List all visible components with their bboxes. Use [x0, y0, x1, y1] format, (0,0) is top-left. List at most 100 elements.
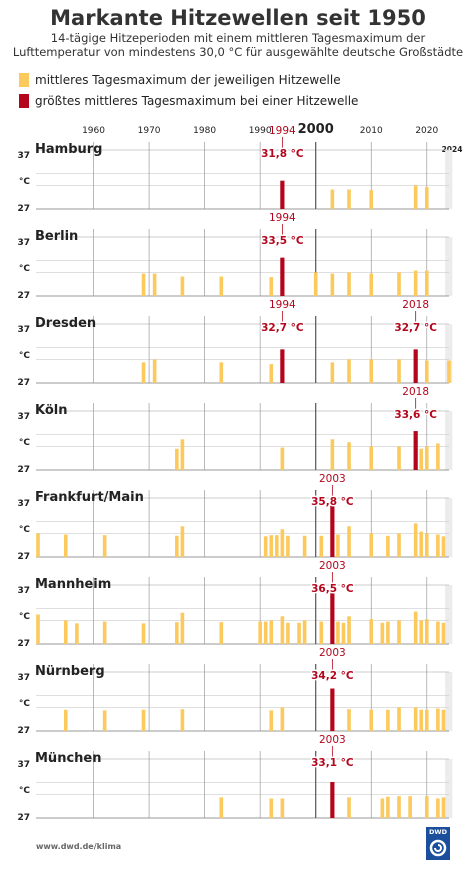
bar — [347, 359, 351, 383]
y-unit-label: °C — [19, 786, 31, 796]
bar — [386, 796, 390, 818]
chart-subtitle-line2: Lufttemperatur von mindestens 30,0 °C fü… — [12, 45, 464, 59]
y-top-label: 37 — [17, 151, 30, 161]
bar — [180, 276, 185, 296]
city-panel-6 — [36, 659, 453, 732]
bar — [413, 707, 418, 731]
y-bottom-label: 27 — [17, 378, 30, 388]
bar — [441, 622, 446, 644]
bar — [341, 622, 346, 644]
bar — [397, 272, 401, 296]
bar — [424, 709, 429, 731]
bar — [424, 270, 429, 296]
bar — [413, 185, 418, 209]
legend-label-mean: mittleres Tagesmaximum der jeweiligen Hi… — [35, 73, 341, 87]
y-bottom-label: 27 — [17, 726, 30, 736]
bar — [102, 535, 107, 557]
bar — [141, 709, 146, 731]
bar — [63, 534, 68, 557]
bar — [141, 273, 146, 296]
city-name: Frankfurt/Main — [35, 490, 144, 505]
city-panel-3 — [36, 398, 453, 471]
max-bar — [280, 257, 285, 296]
bar — [386, 535, 390, 557]
source-link[interactable]: www.dwd.de/klima — [36, 842, 122, 851]
bar — [436, 708, 440, 731]
bar — [424, 619, 429, 644]
year-2024-stripe — [445, 324, 453, 383]
bar — [347, 616, 351, 644]
bar — [219, 622, 224, 644]
bar — [280, 707, 285, 731]
bar — [369, 533, 374, 557]
bar — [180, 439, 185, 470]
x-tick-label: 2000 — [298, 122, 334, 137]
bar — [369, 190, 374, 209]
bar — [63, 709, 68, 731]
city-panel-2 — [36, 311, 453, 384]
bar — [275, 535, 279, 557]
bar — [408, 796, 412, 818]
chart-subtitle-line1: 14-tägige Hitzeperioden mit einem mittle… — [50, 31, 426, 45]
y-bottom-label: 27 — [17, 552, 30, 562]
bar — [219, 362, 224, 383]
bar — [269, 798, 274, 818]
y-bottom-label: 27 — [17, 204, 30, 214]
bar — [397, 707, 401, 731]
bar — [330, 439, 335, 470]
x-end-label: 2024 — [442, 145, 463, 154]
bar — [397, 359, 401, 383]
y-bottom-label: 27 — [17, 813, 30, 823]
bar — [269, 277, 274, 296]
chart-title: Markante Hitzewellen seit 1950 — [50, 6, 426, 30]
bar — [369, 273, 374, 296]
x-tick-label: 2020 — [415, 126, 438, 136]
bar — [424, 446, 429, 470]
bar — [369, 359, 374, 383]
y-bottom-label: 27 — [17, 291, 30, 301]
y-top-label: 37 — [17, 760, 30, 770]
bar — [413, 270, 418, 296]
y-top-label: 37 — [17, 586, 30, 596]
bar — [436, 443, 440, 470]
bar — [369, 619, 374, 644]
bar — [347, 526, 351, 557]
year-2024-stripe — [445, 411, 453, 470]
max-bar — [413, 431, 418, 470]
year-2024-stripe — [445, 672, 453, 731]
bar — [219, 276, 224, 296]
highlight-value: 32,7 °C — [261, 322, 304, 334]
bar — [386, 709, 390, 731]
highlight-value: 31,8 °C — [261, 148, 304, 160]
bar — [36, 614, 40, 644]
highlight-year: 1994 — [269, 125, 296, 137]
bar — [313, 272, 318, 296]
bar — [141, 362, 146, 383]
bar — [386, 621, 390, 644]
bar — [280, 798, 285, 818]
year-2024-stripe — [445, 237, 453, 296]
bar — [424, 187, 429, 209]
y-unit-label: °C — [19, 699, 31, 709]
city-name: Nürnberg — [35, 664, 105, 679]
bar — [280, 529, 285, 557]
bar — [419, 531, 424, 557]
y-unit-label: °C — [19, 438, 31, 448]
highlight-value: 34,2 °C — [311, 670, 354, 682]
bar — [36, 533, 40, 557]
dwd-logo-text: DWD — [429, 828, 447, 836]
city-name: Köln — [35, 403, 68, 418]
bar — [330, 362, 335, 383]
city-panel-0 — [36, 137, 453, 210]
y-unit-label: °C — [19, 525, 31, 535]
max-bar — [330, 782, 335, 818]
highlight-value: 33,1 °C — [311, 757, 354, 769]
bar — [347, 797, 351, 818]
highlight-year: 1994 — [269, 299, 296, 311]
bar — [419, 620, 424, 644]
bar — [330, 189, 335, 209]
bar — [180, 709, 185, 731]
y-top-label: 37 — [17, 673, 30, 683]
highlight-year: 2003 — [319, 560, 346, 572]
